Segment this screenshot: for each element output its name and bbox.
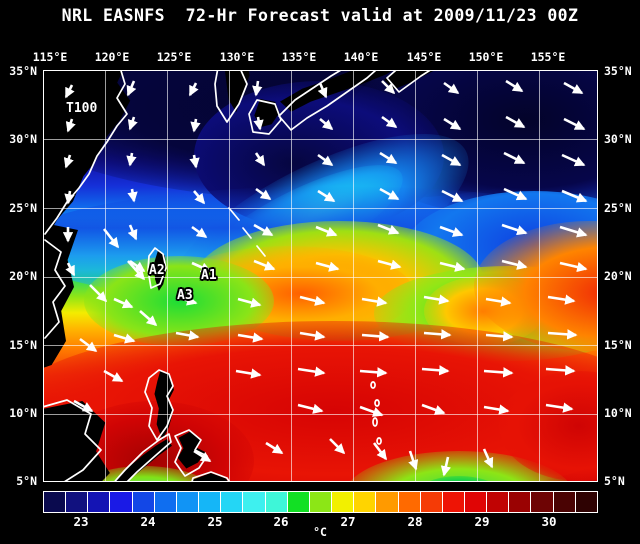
sst-colorbar [43,491,598,513]
lat-tick-left-15n: 15°N [9,338,37,352]
colorbar-tick-29: 29 [474,514,490,529]
lon-tick-150e: 150°E [468,50,504,64]
colorbar-tick-24: 24 [140,514,156,529]
colorbar-tick-27: 27 [340,514,356,529]
colorbar-swatch-21 [509,492,532,512]
colorbar-tick-28: 28 [407,514,423,529]
lon-tick-130e: 130°E [219,50,255,64]
colorbar-swatch-10 [265,492,288,512]
colorbar-swatch-19 [464,492,488,512]
lat-tick-right-35n: 35°N [604,64,632,78]
lon-tick-145e: 145°E [406,50,442,64]
lat-tick-right-30n: 30°N [604,132,632,146]
gridline-lon-150e [539,71,540,481]
colorbar-swatch-17 [420,492,443,512]
gridline-lat-15n [44,345,597,346]
lon-tick-140e: 140°E [343,50,379,64]
lat-tick-left-30n: 30°N [9,132,37,146]
lat-tick-left-20n: 20°N [9,269,37,283]
gridline-lon-125e [229,71,230,481]
lat-tick-left-10n: 10°N [9,406,37,420]
colorbar-swatch-3 [110,492,133,512]
colorbar-swatch-2 [88,492,111,512]
lat-tick-right-25n: 25°N [604,201,632,215]
lat-tick-right-5n: 5°N [604,474,625,488]
colorbar-swatch-24 [575,492,597,512]
coastline-overlay [44,71,597,481]
lon-tick-120e: 120°E [94,50,130,64]
lat-tick-right-20n: 20°N [604,269,632,283]
colorbar-swatch-23 [553,492,576,512]
gridline-lon-145e [477,71,478,481]
colorbar-swatch-13 [332,492,355,512]
colorbar-swatch-11 [287,492,310,512]
colorbar-swatch-6 [176,492,200,512]
colorbar-swatch-15 [376,492,399,512]
gridline-lat-10n [44,414,597,415]
colorbar-tick-23: 23 [73,514,89,529]
sst-cool-core-palau [414,476,504,481]
lon-tick-125e: 125°E [156,50,192,64]
lon-tick-155e: 155°E [530,50,566,64]
lat-tick-right-10n: 10°N [604,406,632,420]
colorbar-swatch-22 [531,492,554,512]
page-title: NRL EASNFS 72-Hr Forecast valid at 2009/… [61,6,579,25]
gridline-lat-25n [44,208,597,209]
colorbar-swatch-1 [66,492,89,512]
colorbar-tick-26: 26 [273,514,289,529]
colorbar-tick-25: 25 [207,514,223,529]
colorbar-swatch-16 [398,492,421,512]
gridline-lat-20n [44,277,597,278]
colorbar-tick-30: 30 [541,514,557,529]
colorbar-swatch-7 [199,492,222,512]
lon-tick-135e: 135°E [281,50,317,64]
gridline-lon-130e [291,71,292,481]
land-mindanao [189,473,236,481]
lat-tick-right-15n: 15°N [604,338,632,352]
colorbar-swatch-4 [132,492,155,512]
colorbar-swatch-12 [309,492,333,512]
gridline-lat-30n [44,139,597,140]
lon-tick-115e: 115°E [32,50,68,64]
colorbar-swatch-18 [442,492,465,512]
colorbar-swatch-9 [243,492,266,512]
colorbar-swatch-14 [354,492,377,512]
gridline-lon-135e [353,71,354,481]
sst-map-plot: T100 A2 A1 A3 [43,70,598,482]
colorbar-swatch-0 [44,492,67,512]
colorbar-unit-label: °C [313,525,327,539]
lat-tick-left-35n: 35°N [9,64,37,78]
gridline-lon-120e [167,71,168,481]
colorbar-swatch-20 [487,492,510,512]
gridline-lon-140e [415,71,416,481]
colorbar-swatch-8 [221,492,244,512]
lat-tick-left-25n: 25°N [9,201,37,215]
lat-tick-left-5n: 5°N [16,474,37,488]
gridline-lon-115e [105,71,106,481]
colorbar-swatch-5 [154,492,177,512]
